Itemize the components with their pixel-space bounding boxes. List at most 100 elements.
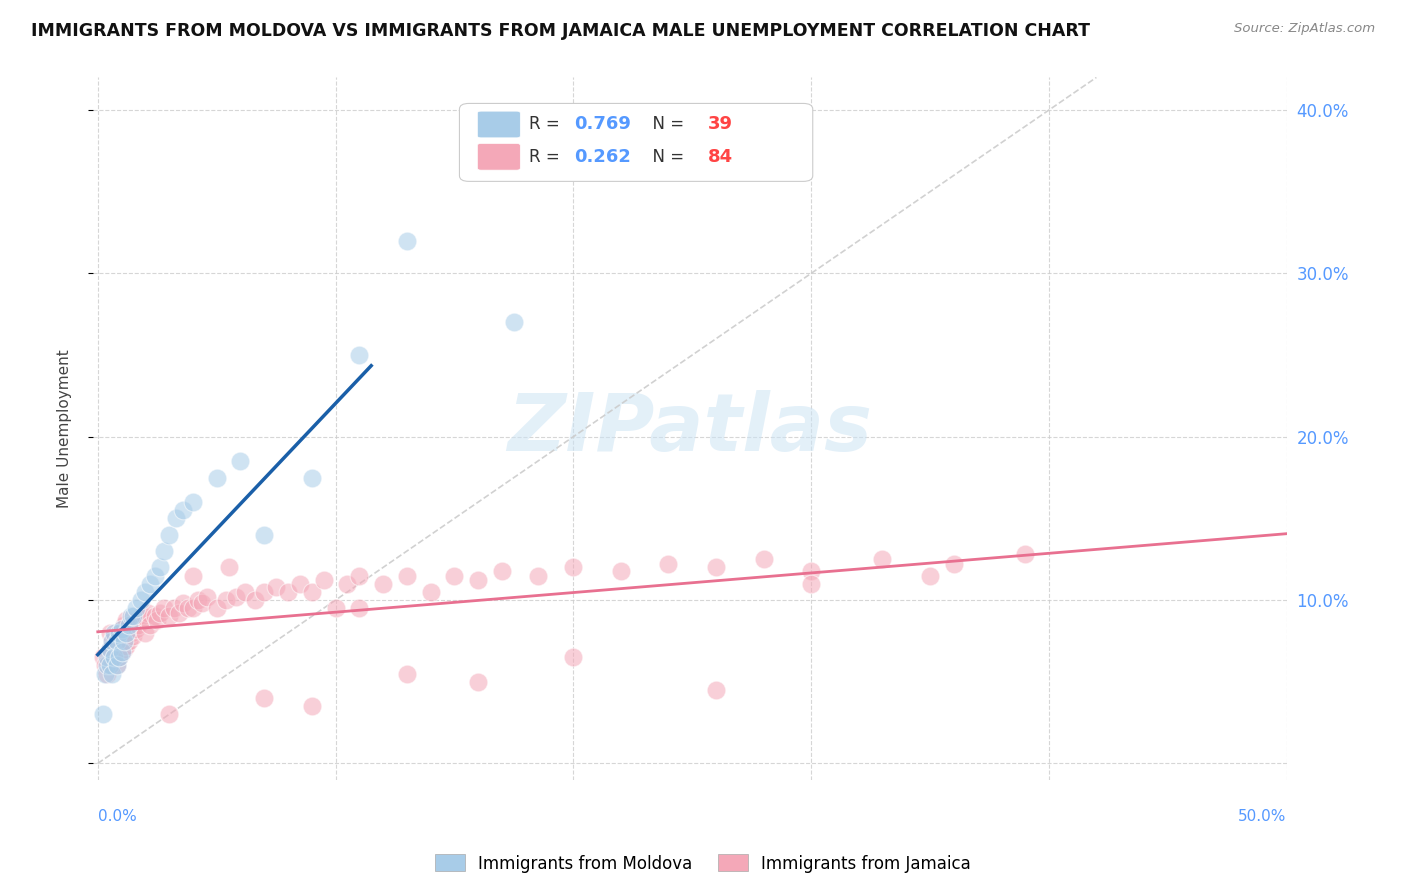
Point [105, 658, 128, 673]
Point [419, 585, 441, 599]
Text: 50.0%: 50.0% [1239, 809, 1286, 824]
Point [253, 585, 276, 599]
Point [96, 666, 118, 681]
Text: ZIPatlas: ZIPatlas [508, 390, 872, 467]
Point [205, 470, 228, 484]
Point [371, 576, 394, 591]
Point [139, 617, 162, 632]
Text: R =: R = [529, 148, 565, 166]
Point [118, 634, 141, 648]
Point [91, 650, 114, 665]
Point [112, 617, 135, 632]
Point [800, 564, 823, 578]
Text: N =: N = [643, 148, 689, 166]
Point [704, 560, 727, 574]
Point [103, 650, 125, 665]
Point [96, 658, 118, 673]
Point [181, 495, 204, 509]
Point [115, 639, 138, 653]
Point [101, 634, 124, 648]
Point [229, 454, 252, 468]
Text: IMMIGRANTS FROM MOLDOVA VS IMMIGRANTS FROM JAMAICA MALE UNEMPLOYMENT CORRELATION: IMMIGRANTS FROM MOLDOVA VS IMMIGRANTS FR… [31, 22, 1090, 40]
Point [872, 552, 894, 566]
Point [96, 650, 118, 665]
Point [134, 625, 156, 640]
Point [181, 568, 204, 582]
Point [264, 580, 287, 594]
Point [115, 613, 138, 627]
Point [172, 503, 194, 517]
Point [526, 568, 548, 582]
Point [800, 576, 823, 591]
Point [101, 666, 124, 681]
Point [301, 470, 323, 484]
Point [157, 707, 180, 722]
Point [918, 568, 941, 582]
Point [610, 564, 633, 578]
Point [149, 606, 172, 620]
Point [325, 601, 347, 615]
Point [443, 568, 465, 582]
Point [752, 552, 775, 566]
Point [181, 601, 204, 615]
Point [146, 613, 169, 627]
Point [395, 234, 418, 248]
Point [129, 593, 152, 607]
Point [105, 658, 128, 673]
Point [112, 642, 135, 657]
Point [134, 585, 156, 599]
Point [94, 666, 117, 681]
Text: R =: R = [529, 115, 565, 134]
Point [112, 634, 135, 648]
Point [277, 585, 299, 599]
Point [253, 527, 276, 541]
Point [110, 645, 132, 659]
Point [187, 593, 209, 607]
Text: Source: ZipAtlas.com: Source: ZipAtlas.com [1234, 22, 1375, 36]
Point [225, 590, 247, 604]
Point [502, 315, 524, 329]
Point [98, 642, 121, 657]
Legend: Immigrants from Moldova, Immigrants from Jamaica: Immigrants from Moldova, Immigrants from… [429, 847, 977, 880]
Point [395, 568, 418, 582]
Point [132, 609, 155, 624]
Point [191, 596, 214, 610]
Point [118, 617, 141, 632]
Point [165, 511, 187, 525]
Point [704, 682, 727, 697]
Point [108, 650, 131, 665]
Point [312, 574, 335, 588]
Text: 84: 84 [707, 148, 733, 166]
Point [215, 593, 238, 607]
Y-axis label: Male Unemployment: Male Unemployment [58, 349, 72, 508]
Point [105, 634, 128, 648]
Point [301, 699, 323, 714]
Point [288, 576, 311, 591]
Point [103, 629, 125, 643]
Point [125, 601, 148, 615]
FancyBboxPatch shape [478, 112, 520, 138]
Point [1014, 547, 1036, 561]
Point [91, 707, 114, 722]
Point [172, 596, 194, 610]
Point [98, 642, 121, 657]
FancyBboxPatch shape [478, 144, 520, 170]
Point [467, 574, 489, 588]
Point [98, 625, 121, 640]
Point [657, 557, 679, 571]
Point [153, 544, 176, 558]
Point [157, 609, 180, 624]
Point [125, 623, 148, 637]
Point [143, 568, 166, 582]
Point [233, 585, 256, 599]
Point [349, 348, 371, 362]
Point [167, 606, 190, 620]
Point [336, 576, 359, 591]
Point [120, 625, 142, 640]
Text: 0.769: 0.769 [574, 115, 631, 134]
Point [108, 625, 131, 640]
Point [103, 625, 125, 640]
Point [395, 666, 418, 681]
Text: N =: N = [643, 115, 689, 134]
Text: 0.0%: 0.0% [98, 809, 136, 824]
